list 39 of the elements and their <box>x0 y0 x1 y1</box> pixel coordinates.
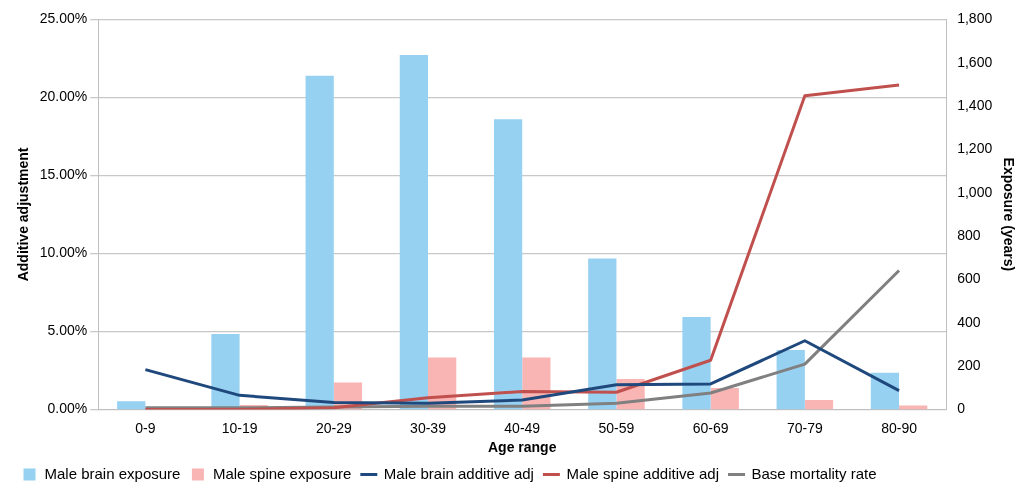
x-tick-label: 40-49 <box>504 419 541 436</box>
y-tick-label: 0.00% <box>47 400 88 417</box>
y2-tick-label: 200 <box>957 356 981 373</box>
y-tick-label: 20.00% <box>39 88 88 105</box>
legend-label: Male brain exposure <box>44 464 181 482</box>
y2-tick-label: 600 <box>957 270 981 287</box>
bar <box>588 258 617 410</box>
y2-tick-label: 0 <box>957 400 966 417</box>
bar <box>493 119 523 410</box>
bar <box>399 54 429 410</box>
y2-tick-label: 1,000 <box>957 183 993 200</box>
x-tick-label: 20-29 <box>315 419 352 436</box>
x-tick-label: 0-9 <box>135 419 156 436</box>
y-tick-label: 5.00% <box>47 322 88 339</box>
y2-tick-label: 1,200 <box>957 140 993 157</box>
x-tick-label: 30-39 <box>410 419 447 436</box>
legend-label: Male spine exposure <box>212 464 352 482</box>
y-tick-label: 25.00% <box>39 10 88 27</box>
x-tick-label: 10-19 <box>221 419 258 436</box>
y2-tick-label: 800 <box>957 226 981 243</box>
y2-tick-label: 1,600 <box>957 53 993 70</box>
y-axis-title: Additive adjustment <box>15 147 32 282</box>
x-tick-label: 50-59 <box>598 419 635 436</box>
y2-tick-label: 400 <box>957 313 981 330</box>
legend-label: Base mortality rate <box>751 464 877 482</box>
y2-tick-label: 1,400 <box>957 96 993 113</box>
y-tick-label: 15.00% <box>39 166 88 183</box>
y2-tick-label: 1,800 <box>957 10 993 27</box>
legend-label: Male spine additive adj <box>566 464 719 482</box>
legend-label: Male brain additive adj <box>383 464 534 482</box>
x-tick-label: 80-90 <box>881 419 918 436</box>
x-axis-title: Age range <box>487 439 557 456</box>
x-tick-label: 60-69 <box>692 419 729 436</box>
y-tick-label: 10.00% <box>39 244 88 261</box>
bar <box>776 350 805 410</box>
x-tick-label: 70-79 <box>786 419 823 436</box>
bar <box>117 401 146 410</box>
y2-axis-title: Exposure (years) <box>1000 157 1017 272</box>
bar <box>804 400 834 410</box>
